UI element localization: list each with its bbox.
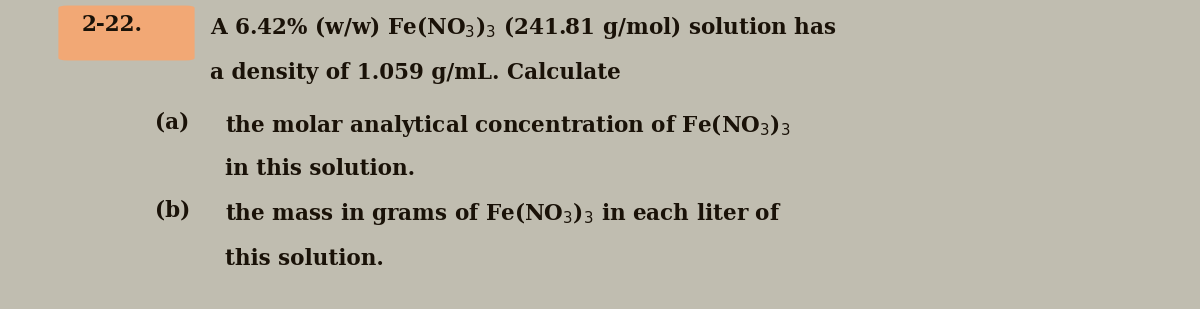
Text: in this solution.: in this solution. xyxy=(226,158,415,180)
FancyBboxPatch shape xyxy=(59,6,194,61)
Text: this solution.: this solution. xyxy=(226,248,384,270)
Text: the molar analytical concentration of Fe(NO$_3$)$_3$: the molar analytical concentration of Fe… xyxy=(226,112,791,139)
Text: (b): (b) xyxy=(155,200,191,222)
Text: (a): (a) xyxy=(155,112,190,134)
Text: 2-22.: 2-22. xyxy=(82,14,143,36)
Text: a density of 1.059 g/mL. Calculate: a density of 1.059 g/mL. Calculate xyxy=(210,62,620,84)
Text: A 6.42% (w/w) Fe(NO$_3$)$_3$ (241.81 g/mol) solution has: A 6.42% (w/w) Fe(NO$_3$)$_3$ (241.81 g/m… xyxy=(210,14,836,41)
Text: the mass in grams of Fe(NO$_3$)$_3$ in each liter of: the mass in grams of Fe(NO$_3$)$_3$ in e… xyxy=(226,200,781,227)
